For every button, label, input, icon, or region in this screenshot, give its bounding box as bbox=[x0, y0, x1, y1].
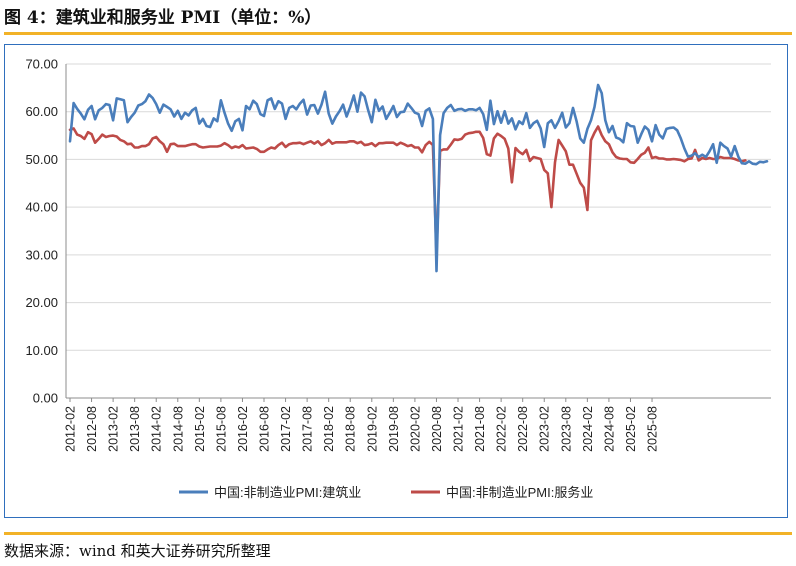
x-tick-label: 2025-02 bbox=[624, 406, 638, 452]
chart-frame bbox=[4, 44, 788, 518]
x-tick-label: 2022-02 bbox=[495, 406, 509, 452]
source-note: 数据来源：wind 和英大证券研究所整理 bbox=[4, 542, 271, 560]
gridlines bbox=[66, 63, 771, 399]
y-tick-label: 60.00 bbox=[25, 104, 58, 119]
x-tick-label: 2013-08 bbox=[128, 406, 142, 452]
x-tick-label: 2025-08 bbox=[646, 406, 660, 452]
x-tick-label: 2017-02 bbox=[279, 406, 293, 452]
series-line-construction bbox=[68, 83, 769, 273]
x-axis: 2012-02 2012-08 2013-02 2013-08 2014-02 2014-… bbox=[64, 398, 660, 452]
x-tick-label: 2019-02 bbox=[365, 406, 379, 452]
x-tick-label: 2016-08 bbox=[258, 406, 272, 452]
y-tick-label: 50.00 bbox=[25, 152, 58, 167]
legend-label-construction: 中国:非制造业PMI:建筑业 bbox=[214, 485, 361, 500]
y-tick-label: 0.00 bbox=[33, 391, 58, 406]
figure-title: 图 4：建筑业和服务业 PMI（单位：%） bbox=[4, 8, 322, 28]
x-tick-label: 2018-02 bbox=[322, 406, 336, 452]
x-tick-label: 2013-02 bbox=[107, 406, 121, 452]
source-divider bbox=[4, 532, 792, 535]
x-tick-label: 2021-02 bbox=[452, 406, 466, 452]
x-tick-label: 2012-08 bbox=[85, 406, 99, 452]
y-tick-label: 40.00 bbox=[25, 200, 58, 215]
title-divider bbox=[4, 32, 792, 35]
x-tick-label: 2021-08 bbox=[473, 406, 487, 452]
legend: 中国:非制造业PMI:建筑业 中国:非制造业PMI:服务业 bbox=[179, 485, 593, 500]
x-tick-label: 2018-08 bbox=[344, 406, 358, 452]
series-line-services bbox=[68, 125, 747, 256]
x-tick-label: 2014-08 bbox=[171, 406, 185, 452]
x-tick-label: 2024-02 bbox=[581, 406, 595, 452]
x-tick-label: 2020-08 bbox=[430, 406, 444, 452]
y-axis: 0.00 10.00 20.00 30.00 40.00 50.00 60.00 70.00 bbox=[25, 57, 67, 406]
y-tick-label: 70.00 bbox=[25, 57, 58, 72]
x-tick-label: 2022-08 bbox=[516, 406, 530, 452]
x-tick-label: 2015-02 bbox=[193, 406, 207, 452]
x-tick-label: 2019-08 bbox=[387, 406, 401, 452]
x-tick-label: 2024-08 bbox=[602, 406, 616, 452]
x-tick-label: 2015-08 bbox=[214, 406, 228, 452]
x-tick-label: 2017-08 bbox=[301, 406, 315, 452]
x-tick-label: 2012-02 bbox=[64, 406, 78, 452]
x-tick-label: 2023-08 bbox=[559, 406, 573, 452]
y-tick-label: 30.00 bbox=[25, 247, 58, 262]
x-tick-label: 2014-02 bbox=[150, 406, 164, 452]
x-tick-label: 2023-02 bbox=[538, 406, 552, 452]
y-tick-label: 10.00 bbox=[25, 343, 58, 358]
series-group bbox=[68, 83, 769, 273]
legend-label-services: 中国:非制造业PMI:服务业 bbox=[446, 485, 593, 500]
y-tick-label: 20.00 bbox=[25, 295, 58, 310]
x-tick-label: 2016-02 bbox=[236, 406, 250, 452]
x-tick-label: 2020-02 bbox=[408, 406, 422, 452]
